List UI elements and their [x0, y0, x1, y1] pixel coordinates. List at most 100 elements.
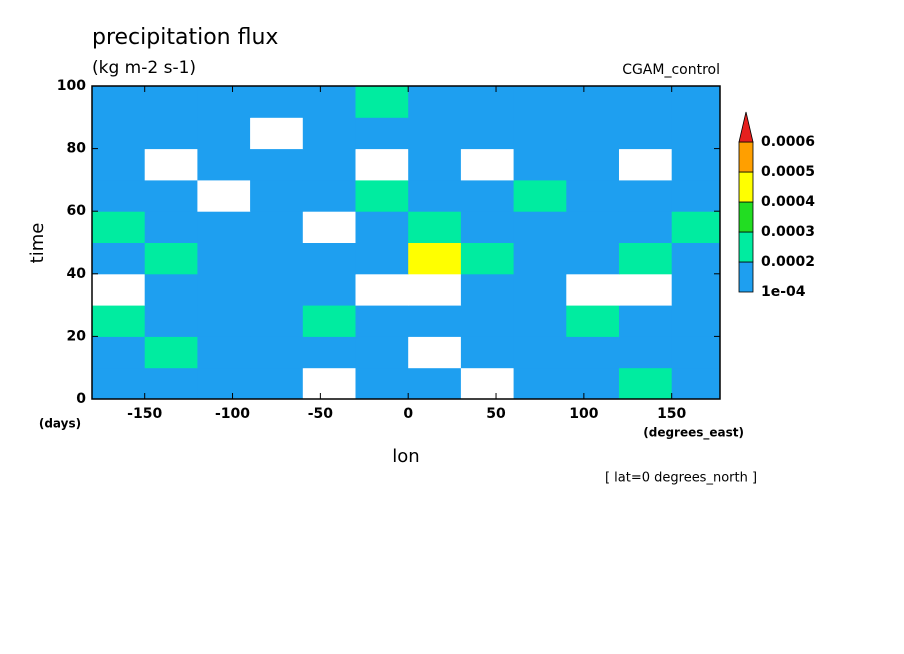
cell	[618, 148, 673, 181]
cell	[302, 273, 356, 306]
cell	[408, 273, 462, 306]
cell	[566, 148, 620, 181]
cell	[671, 86, 720, 118]
cell	[144, 148, 198, 181]
cell	[460, 117, 515, 150]
cell	[250, 273, 304, 306]
cell	[566, 179, 620, 212]
cell	[408, 211, 462, 243]
colorbar-swatch	[738, 111, 754, 143]
cell	[144, 179, 198, 212]
cell	[618, 86, 673, 118]
y-tick-label: 100	[57, 78, 86, 94]
y-axis-units: (days)	[39, 417, 81, 431]
cell	[460, 367, 515, 399]
cell	[408, 367, 462, 399]
cell	[92, 242, 146, 275]
cell	[566, 211, 620, 243]
annotation: CGAM_control	[622, 62, 720, 78]
cell	[671, 242, 720, 275]
footnote: [ lat=0 degrees_north ]	[605, 471, 757, 486]
cell	[618, 305, 673, 337]
colorbar-swatch	[738, 141, 754, 173]
cell	[355, 148, 409, 181]
cell	[355, 336, 409, 369]
cell	[566, 367, 620, 399]
x-tick-label: 50	[486, 406, 506, 422]
cell	[671, 179, 720, 212]
cell	[671, 148, 720, 181]
cell	[355, 367, 409, 399]
cell	[671, 273, 720, 306]
cell	[250, 367, 304, 399]
cell	[355, 305, 409, 337]
cell	[302, 179, 356, 212]
cell	[302, 86, 356, 118]
cell	[197, 305, 251, 337]
colorbar-label: 0.0006	[761, 134, 815, 150]
cell	[355, 179, 409, 212]
cell	[355, 211, 409, 243]
cell	[513, 86, 567, 118]
cell	[92, 305, 146, 337]
cell	[566, 273, 620, 306]
colorbar-label: 0.0003	[761, 224, 815, 240]
cell	[513, 273, 567, 306]
cell	[671, 367, 720, 399]
cell	[513, 211, 567, 243]
x-tick-label: -150	[127, 406, 162, 422]
cell	[197, 336, 251, 369]
cell	[355, 86, 409, 118]
colorbar-swatch	[738, 231, 754, 263]
cell	[302, 367, 356, 399]
cell	[197, 117, 251, 150]
cell	[618, 179, 673, 212]
cell	[302, 305, 356, 337]
y-tick-label: 20	[67, 328, 87, 344]
colorbar-swatch	[738, 171, 754, 203]
cell	[513, 148, 567, 181]
cell	[408, 117, 462, 150]
cell	[618, 336, 673, 369]
cell	[250, 211, 304, 243]
cell	[197, 148, 251, 181]
cell	[92, 336, 146, 369]
cell	[302, 211, 356, 243]
colorbar-label: 0.0005	[761, 164, 815, 180]
cell	[92, 211, 146, 243]
cell	[460, 305, 515, 337]
colorbar-swatch	[738, 201, 754, 233]
y-tick-label: 40	[67, 266, 87, 282]
colorbar-swatch	[738, 261, 754, 293]
chart-title: precipitation flux	[92, 25, 278, 50]
cell	[144, 367, 198, 399]
y-tick-label: 0	[76, 391, 86, 407]
cell	[671, 336, 720, 369]
cell	[144, 211, 198, 243]
cell	[92, 148, 146, 181]
colorbar-label: 0.0002	[761, 254, 815, 270]
cell	[92, 367, 146, 399]
cell	[197, 367, 251, 399]
cell	[408, 305, 462, 337]
cell	[671, 211, 720, 243]
cell	[250, 86, 304, 118]
cell	[513, 367, 567, 399]
cell	[197, 86, 251, 118]
field	[92, 86, 720, 399]
cell	[250, 117, 304, 150]
cell	[92, 273, 146, 306]
x-tick-label: 150	[657, 406, 686, 422]
cell	[355, 242, 409, 275]
y-axis-label: time	[27, 223, 48, 264]
colorbar-label: 1e-04	[761, 284, 806, 300]
x-tick-label: -50	[308, 406, 334, 422]
y-tick-label: 60	[67, 203, 87, 219]
cell	[460, 242, 515, 275]
cell	[197, 273, 251, 306]
cell	[302, 148, 356, 181]
cell	[144, 273, 198, 306]
cell	[566, 242, 620, 275]
cell	[618, 367, 673, 399]
